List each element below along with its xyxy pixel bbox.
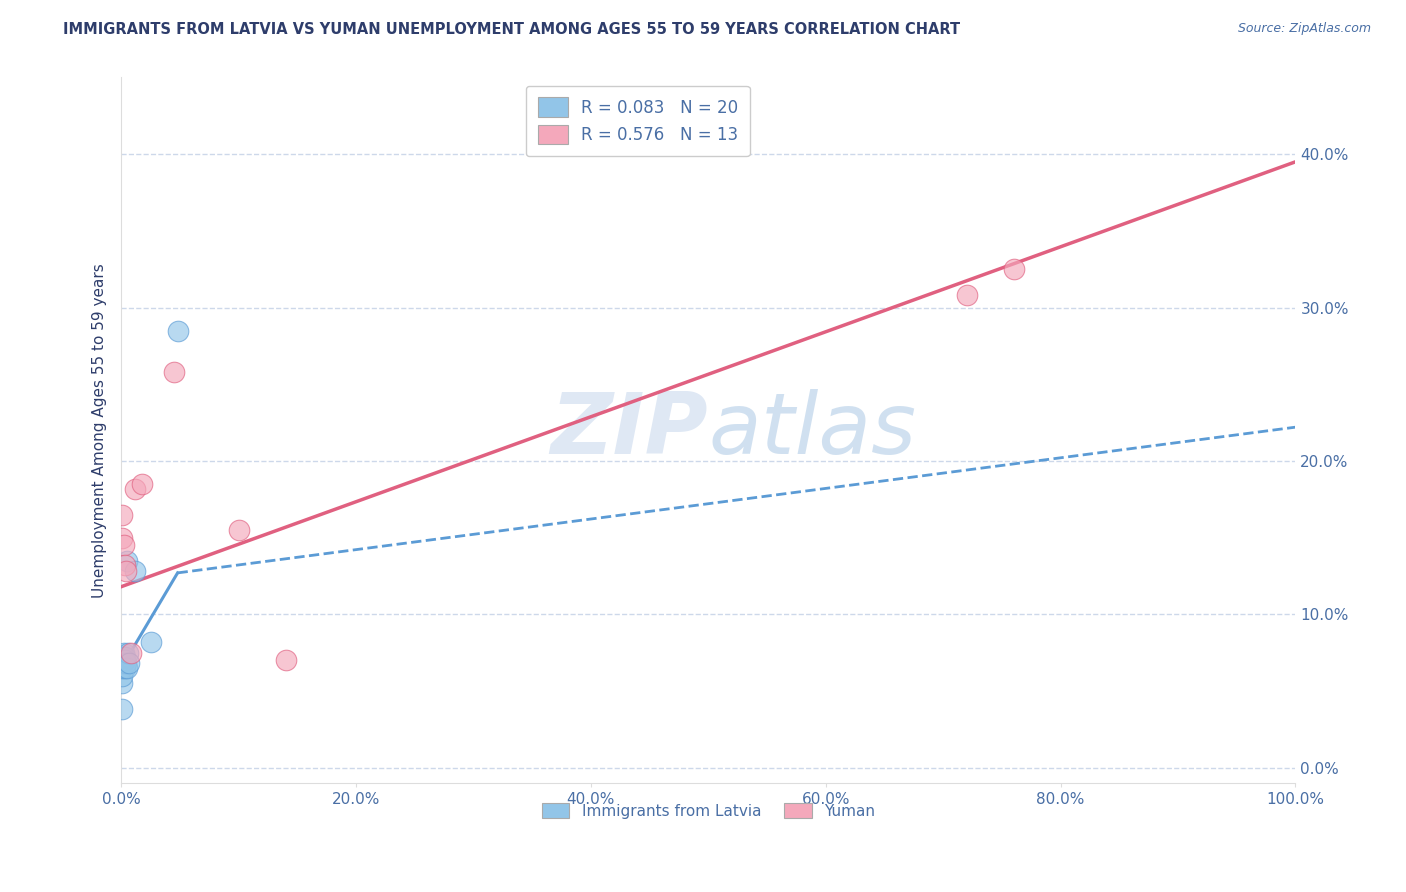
Point xyxy=(115,661,138,675)
Y-axis label: Unemployment Among Ages 55 to 59 years: Unemployment Among Ages 55 to 59 years xyxy=(93,263,107,598)
Point xyxy=(111,508,134,522)
Point xyxy=(956,288,979,302)
Point xyxy=(139,635,162,649)
Point xyxy=(111,676,134,690)
Text: IMMIGRANTS FROM LATVIA VS YUMAN UNEMPLOYMENT AMONG AGES 55 TO 59 YEARS CORRELATI: IMMIGRANTS FROM LATVIA VS YUMAN UNEMPLOY… xyxy=(63,22,960,37)
Point xyxy=(110,702,132,716)
Point xyxy=(120,646,142,660)
Point xyxy=(112,650,135,665)
Point xyxy=(118,657,141,671)
Text: Source: ZipAtlas.com: Source: ZipAtlas.com xyxy=(1237,22,1371,36)
Legend: Immigrants from Latvia, Yuman: Immigrants from Latvia, Yuman xyxy=(536,797,882,825)
Point xyxy=(166,324,188,338)
Point xyxy=(112,538,135,552)
Point xyxy=(131,477,153,491)
Point xyxy=(115,657,138,671)
Point xyxy=(111,668,134,682)
Text: atlas: atlas xyxy=(709,389,917,472)
Point xyxy=(115,565,138,579)
Point xyxy=(1002,262,1025,277)
Point xyxy=(111,650,134,665)
Point xyxy=(117,646,139,660)
Point xyxy=(228,523,250,537)
Point xyxy=(115,554,138,568)
Point xyxy=(114,558,136,573)
Point xyxy=(114,650,136,665)
Point xyxy=(114,653,136,667)
Point xyxy=(112,646,135,660)
Point xyxy=(274,653,297,667)
Point xyxy=(112,653,135,667)
Point xyxy=(111,531,134,545)
Point xyxy=(111,661,134,675)
Point xyxy=(124,565,146,579)
Point xyxy=(124,482,146,496)
Point xyxy=(111,657,134,671)
Point xyxy=(114,661,136,675)
Point xyxy=(163,365,186,379)
Text: ZIP: ZIP xyxy=(551,389,709,472)
